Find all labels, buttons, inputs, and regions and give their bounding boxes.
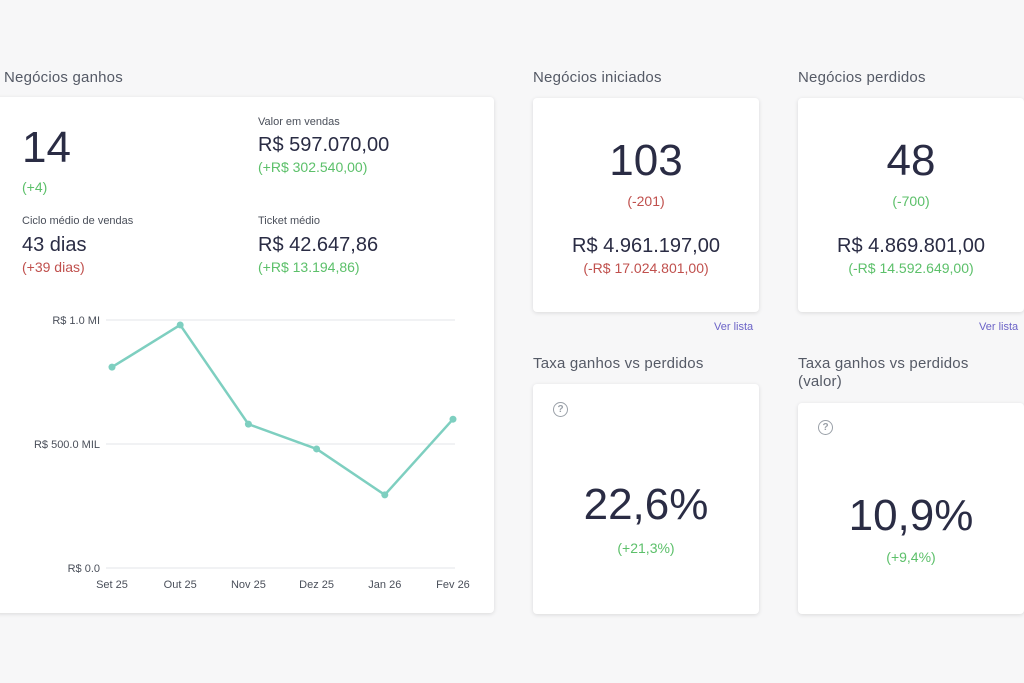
y-tick-label: R$ 500.0 MIL [34, 439, 100, 451]
x-tick-label: Dez 25 [299, 579, 334, 591]
won-card: 14 (+4) Valor em vendas R$ 597.070,00 (+… [0, 97, 494, 613]
data-point [244, 420, 252, 428]
x-tick-label: Jan 26 [368, 579, 401, 591]
lost-count-delta: (-700) [892, 193, 930, 209]
rate-value: 22,6% [583, 480, 709, 529]
x-tick-label: Set 25 [96, 579, 128, 591]
data-point [176, 321, 184, 329]
y-tick-label: R$ 1.0 MI [52, 315, 100, 327]
y-tick-label: R$ 0.0 [68, 563, 100, 575]
cycle-value: 43 dias [22, 234, 87, 256]
sales-value: R$ 597.070,00 [258, 134, 390, 156]
lost-count: 48 [886, 136, 936, 185]
data-point [108, 363, 116, 371]
rate-value-title-line2: (valor) [798, 373, 842, 390]
rate-section-title: Taxa ganhos vs perdidos [533, 355, 704, 372]
lost-value-delta: (-R$ 14.592.649,00) [848, 260, 974, 276]
lost-section-title: Negócios perdidos [798, 69, 926, 86]
started-count: 103 [609, 136, 683, 185]
won-section-title: Negócios ganhos [4, 69, 123, 86]
help-icon[interactable]: ? [553, 402, 568, 417]
data-point [381, 491, 389, 499]
help-icon[interactable]: ? [818, 420, 833, 435]
started-value: R$ 4.961.197,00 [572, 235, 720, 257]
won-count: 14 [22, 123, 71, 172]
won-count-delta: (+4) [22, 179, 48, 195]
ticket-value: R$ 42.647,86 [258, 234, 379, 256]
won-line-chart: R$ 0.0 R$ 500.0 MIL R$ 1.0 MI Set 25 Out 25 N… [34, 315, 470, 591]
sales-value-label: Valor em vendas [258, 116, 340, 128]
rate-card: ? 22,6% (+21,3%) [533, 384, 759, 614]
rate-delta: (+21,3%) [617, 540, 675, 556]
rate-value-section-title: Taxa ganhos vs perdidos (valor) [798, 355, 969, 391]
cycle-label: Ciclo médio de vendas [22, 215, 134, 227]
started-see-list-link[interactable]: Ver lista [714, 321, 754, 333]
x-tick-label: Fev 26 [436, 579, 470, 591]
lost-see-list-link[interactable]: Ver lista [979, 321, 1019, 333]
rate-value-card: ? 10,9% (+9,4%) [798, 403, 1024, 614]
x-tick-label: Nov 25 [231, 579, 266, 591]
series-line [111, 323, 454, 497]
ticket-delta: (+R$ 13.194,86) [258, 259, 360, 275]
data-point [313, 445, 321, 453]
rate-value-title-line1: Taxa ganhos vs perdidos [798, 355, 969, 372]
cycle-delta: (+39 dias) [22, 259, 85, 275]
ticket-label: Ticket médio [258, 215, 320, 227]
started-card: 103 (-201) R$ 4.961.197,00 (-R$ 17.024.8… [533, 98, 759, 312]
x-tick-label: Out 25 [164, 579, 197, 591]
lost-value: R$ 4.869.801,00 [837, 235, 985, 257]
data-point [449, 415, 457, 423]
rate-value-value: 10,9% [848, 491, 974, 540]
started-value-delta: (-R$ 17.024.801,00) [583, 260, 709, 276]
lost-card: 48 (-700) R$ 4.869.801,00 (-R$ 14.592.64… [798, 98, 1024, 312]
started-count-delta: (-201) [627, 193, 665, 209]
started-section-title: Negócios iniciados [533, 69, 662, 86]
rate-value-delta: (+9,4%) [886, 549, 936, 565]
sales-value-delta: (+R$ 302.540,00) [258, 159, 368, 175]
